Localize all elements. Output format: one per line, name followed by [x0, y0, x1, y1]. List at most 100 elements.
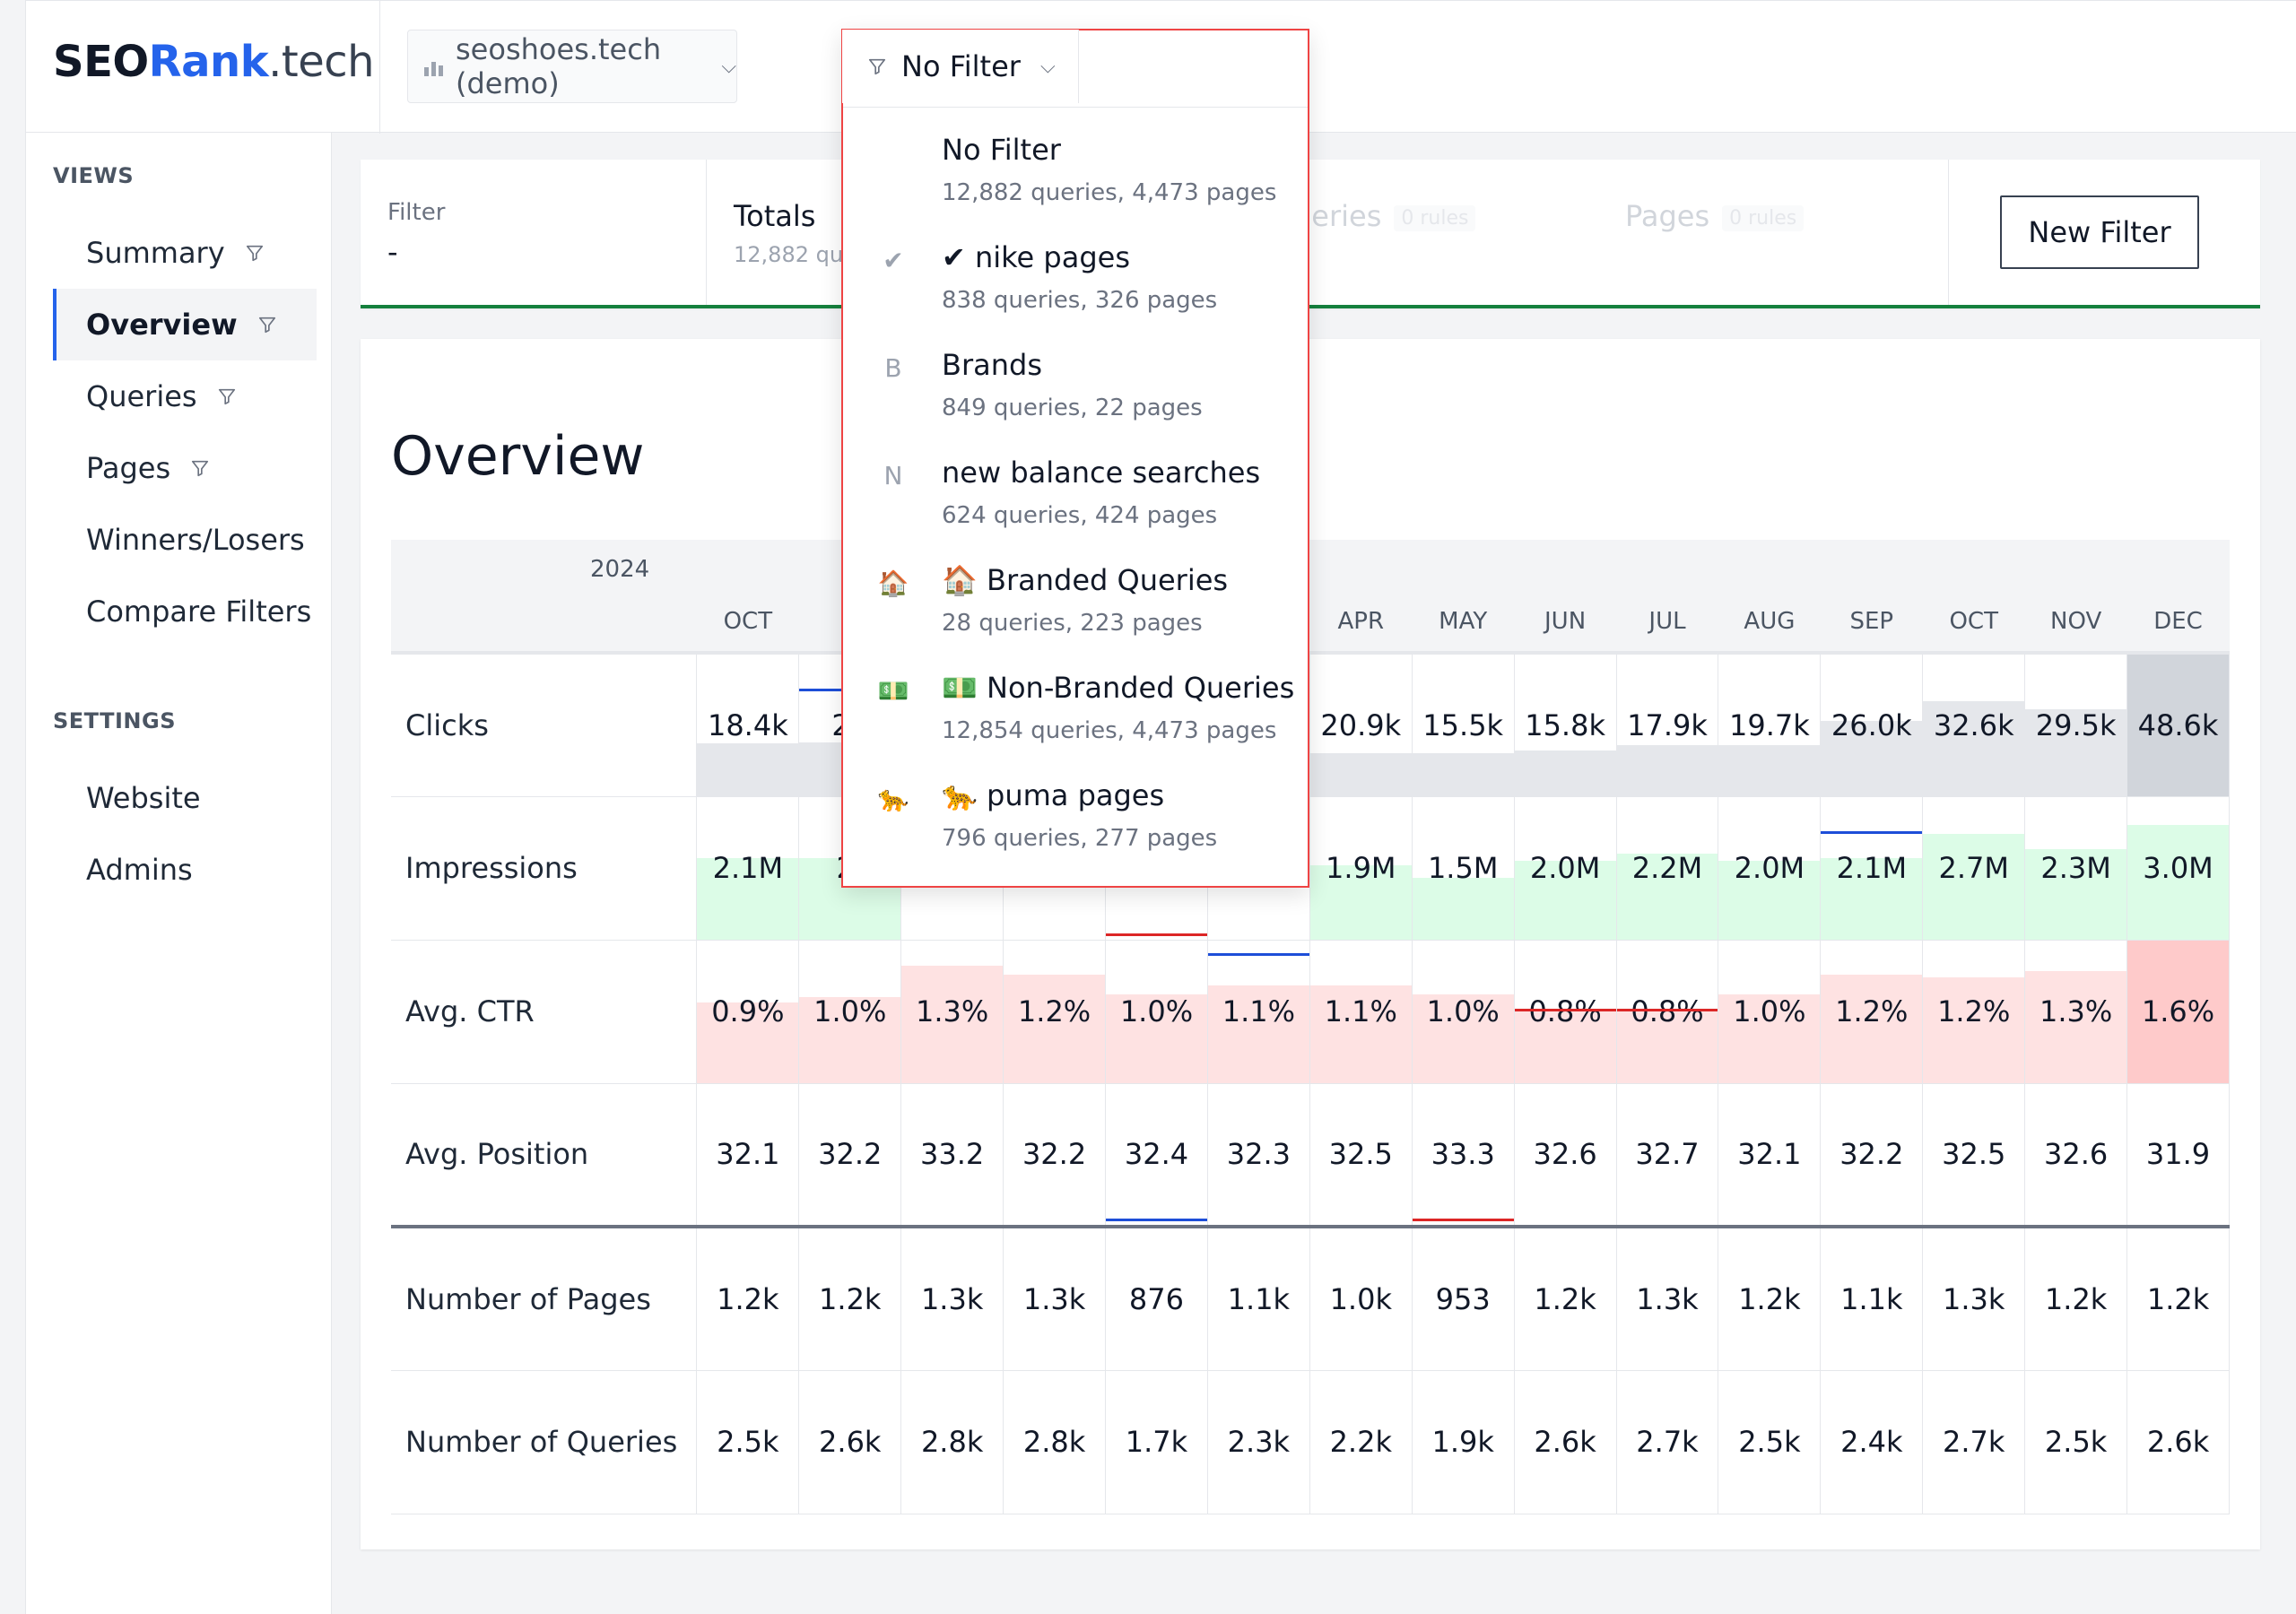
- site-selector[interactable]: seoshoes.tech (demo) ⌵: [407, 30, 737, 103]
- metric-value: 33.3: [1431, 1137, 1495, 1172]
- metric-cell: 2.6k: [798, 1370, 902, 1514]
- sidebar-item-compare-filters[interactable]: Compare Filters: [53, 576, 317, 647]
- cell-bar: [1412, 878, 1514, 939]
- metric-cell: 1.0%: [1718, 940, 1822, 1084]
- cell-bar: [2025, 971, 2126, 1082]
- metric-cell: 32.1: [1718, 1083, 1822, 1228]
- metric-value: 1.2k: [1738, 1281, 1801, 1316]
- month-header: OCT: [1922, 540, 2025, 655]
- sidebar-item-pages[interactable]: Pages: [53, 432, 317, 504]
- metric-value: 1.6%: [2141, 994, 2215, 1028]
- sidebar-item-overview[interactable]: Overview: [53, 289, 317, 360]
- sidebar-item-label: Overview: [86, 308, 238, 342]
- metric-cell: 20.9k: [1309, 653, 1413, 797]
- sidebar-item-website[interactable]: Website: [53, 762, 317, 834]
- sidebar-item-summary[interactable]: Summary: [53, 217, 317, 289]
- sidebar-item-queries[interactable]: Queries: [53, 360, 317, 432]
- filter-dropdown-trigger[interactable]: No Filter ⌵: [842, 30, 1079, 103]
- metric-value: 32.2: [818, 1137, 883, 1172]
- metric-cell: 1.2k: [696, 1227, 800, 1371]
- cell-bar: [1207, 985, 1309, 1082]
- dropdown-item-branded-queries[interactable]: 🏠 🏠 Branded Queries 28 queries, 223 pages: [843, 560, 1308, 667]
- metric-value: 1.3k: [920, 1281, 984, 1316]
- metric-value: 1.1%: [1222, 994, 1296, 1028]
- dropdown-item-stats: 624 queries, 424 pages: [942, 502, 1218, 529]
- metric-value: 1.1k: [1840, 1281, 1903, 1316]
- metric-value: 32.4: [1124, 1137, 1189, 1172]
- metric-cell: 1.2k: [798, 1227, 902, 1371]
- table-header-row: 2024 OCTNAPRMAYJUNJULAUGSEPOCTNOVDEC: [391, 540, 2230, 655]
- cell-bar: [1514, 751, 1616, 795]
- metric-cell: 1.2k: [1718, 1227, 1822, 1371]
- new-filter-button[interactable]: New Filter: [2000, 195, 2199, 269]
- cell-bar: [1718, 744, 1820, 795]
- metric-cell: 1.0%: [1412, 940, 1515, 1084]
- metric-cell: 15.5k: [1412, 653, 1515, 797]
- dropdown-item-puma-pages[interactable]: 🐆 🐆 puma pages 796 queries, 277 pages: [843, 775, 1308, 882]
- metric-cell: 1.3k: [1003, 1227, 1107, 1371]
- metric-value: 32.6k: [1933, 707, 2014, 742]
- sidebar-item-label: Queries: [86, 379, 197, 413]
- table-row: Impressions2.1M2.1.9M1.5M2.0M2.2M2.0M2.1…: [391, 796, 2230, 941]
- sidebar-item-winners-losers[interactable]: Winners/Losers: [53, 504, 317, 576]
- cell-bar: [1514, 861, 1616, 939]
- metric-cell: 2.7k: [1616, 1370, 1719, 1514]
- dropdown-item-stats: 12,854 queries, 4,473 pages: [942, 717, 1277, 744]
- pages-rules-cell[interactable]: Pages 0 rules: [1625, 199, 1805, 233]
- cell-bar: [901, 966, 1003, 1082]
- brand-logo[interactable]: SEORank.tech: [53, 37, 375, 87]
- metric-cell: 1.1k: [1820, 1227, 1924, 1371]
- dropdown-item-stats: 28 queries, 223 pages: [942, 610, 1203, 637]
- metric-cell: 1.2k: [1514, 1227, 1617, 1371]
- sidebar-item-label: Summary: [86, 236, 225, 270]
- pages-label: Pages: [1625, 199, 1710, 233]
- metric-value: 20.9k: [1320, 707, 1402, 742]
- queries-rules-badge: 0 rules: [1394, 204, 1476, 231]
- dropdown-item-nike-pages[interactable]: ✔ ✔ nike pages 838 queries, 326 pages: [843, 237, 1308, 344]
- sidebar-item-admins[interactable]: Admins: [53, 834, 317, 906]
- metric-cell: 1.2k: [2024, 1227, 2128, 1371]
- metric-value: 1.0%: [1733, 994, 1806, 1028]
- metric-cell: 1.3k: [900, 1227, 1004, 1371]
- dropdown-item-brands[interactable]: B Brands 849 queries, 22 pages: [843, 344, 1308, 452]
- dropdown-item-name: new balance searches: [942, 456, 1261, 490]
- cell-bar: [1309, 753, 1412, 795]
- filter-value: -: [387, 235, 398, 269]
- metric-value: 1.1%: [1324, 994, 1397, 1028]
- active-filter-cell[interactable]: Filter -: [361, 160, 707, 305]
- leopard-icon: 🐆: [877, 784, 909, 813]
- dropdown-item-non-branded-queries[interactable]: 💵 💵 Non-Branded Queries 12,854 queries, 4,…: [843, 667, 1308, 775]
- sidebar: VIEWS Summary Overview Queries Pages Win…: [25, 133, 332, 1614]
- cell-bar: [697, 743, 798, 795]
- cell-bar: [1106, 994, 1207, 1082]
- metric-cell: 1.3k: [1922, 1227, 2026, 1371]
- metric-cell: 953: [1412, 1227, 1515, 1371]
- trend-down-marker: [1616, 1008, 1718, 1011]
- metric-cell: 1.2%: [1820, 940, 1924, 1084]
- filter-icon: [192, 460, 209, 477]
- metric-cell: 32.5: [1922, 1083, 2026, 1228]
- metric-cell: 2.8k: [900, 1370, 1004, 1514]
- metric-cell: 32.6: [2024, 1083, 2128, 1228]
- dropdown-item-name: 🏠 Branded Queries: [942, 563, 1229, 597]
- metric-value: 2.6k: [2146, 1425, 2210, 1459]
- metric-value: 1.0k: [1329, 1281, 1392, 1316]
- dropdown-item-no-filter[interactable]: No Filter 12,882 queries, 4,473 pages: [843, 129, 1308, 237]
- metric-cell: 48.6k: [2126, 653, 2230, 797]
- page-title: Overview: [391, 425, 645, 488]
- metric-cell: 2.2k: [1309, 1370, 1413, 1514]
- house-icon: 🏠: [877, 568, 909, 598]
- metric-cell: 15.8k: [1514, 653, 1617, 797]
- filter-dropdown-menu: No Filter 12,882 queries, 4,473 pages ✔ ✔ n…: [841, 29, 1309, 888]
- queries-rules-cell[interactable]: ueries 0 rules: [1293, 199, 1476, 233]
- metric-cell: 0.8%: [1616, 940, 1719, 1084]
- metric-cell: 32.1: [696, 1083, 800, 1228]
- month-header: OCT: [696, 540, 799, 655]
- bar-chart-icon: [424, 56, 443, 76]
- metric-value: 2.7k: [1636, 1425, 1699, 1459]
- metric-cell: 32.2: [1820, 1083, 1924, 1228]
- metric-value: 32.1: [716, 1137, 780, 1172]
- chevron-down-icon: ⌵: [1039, 55, 1056, 78]
- cell-bar: [1821, 974, 1922, 1082]
